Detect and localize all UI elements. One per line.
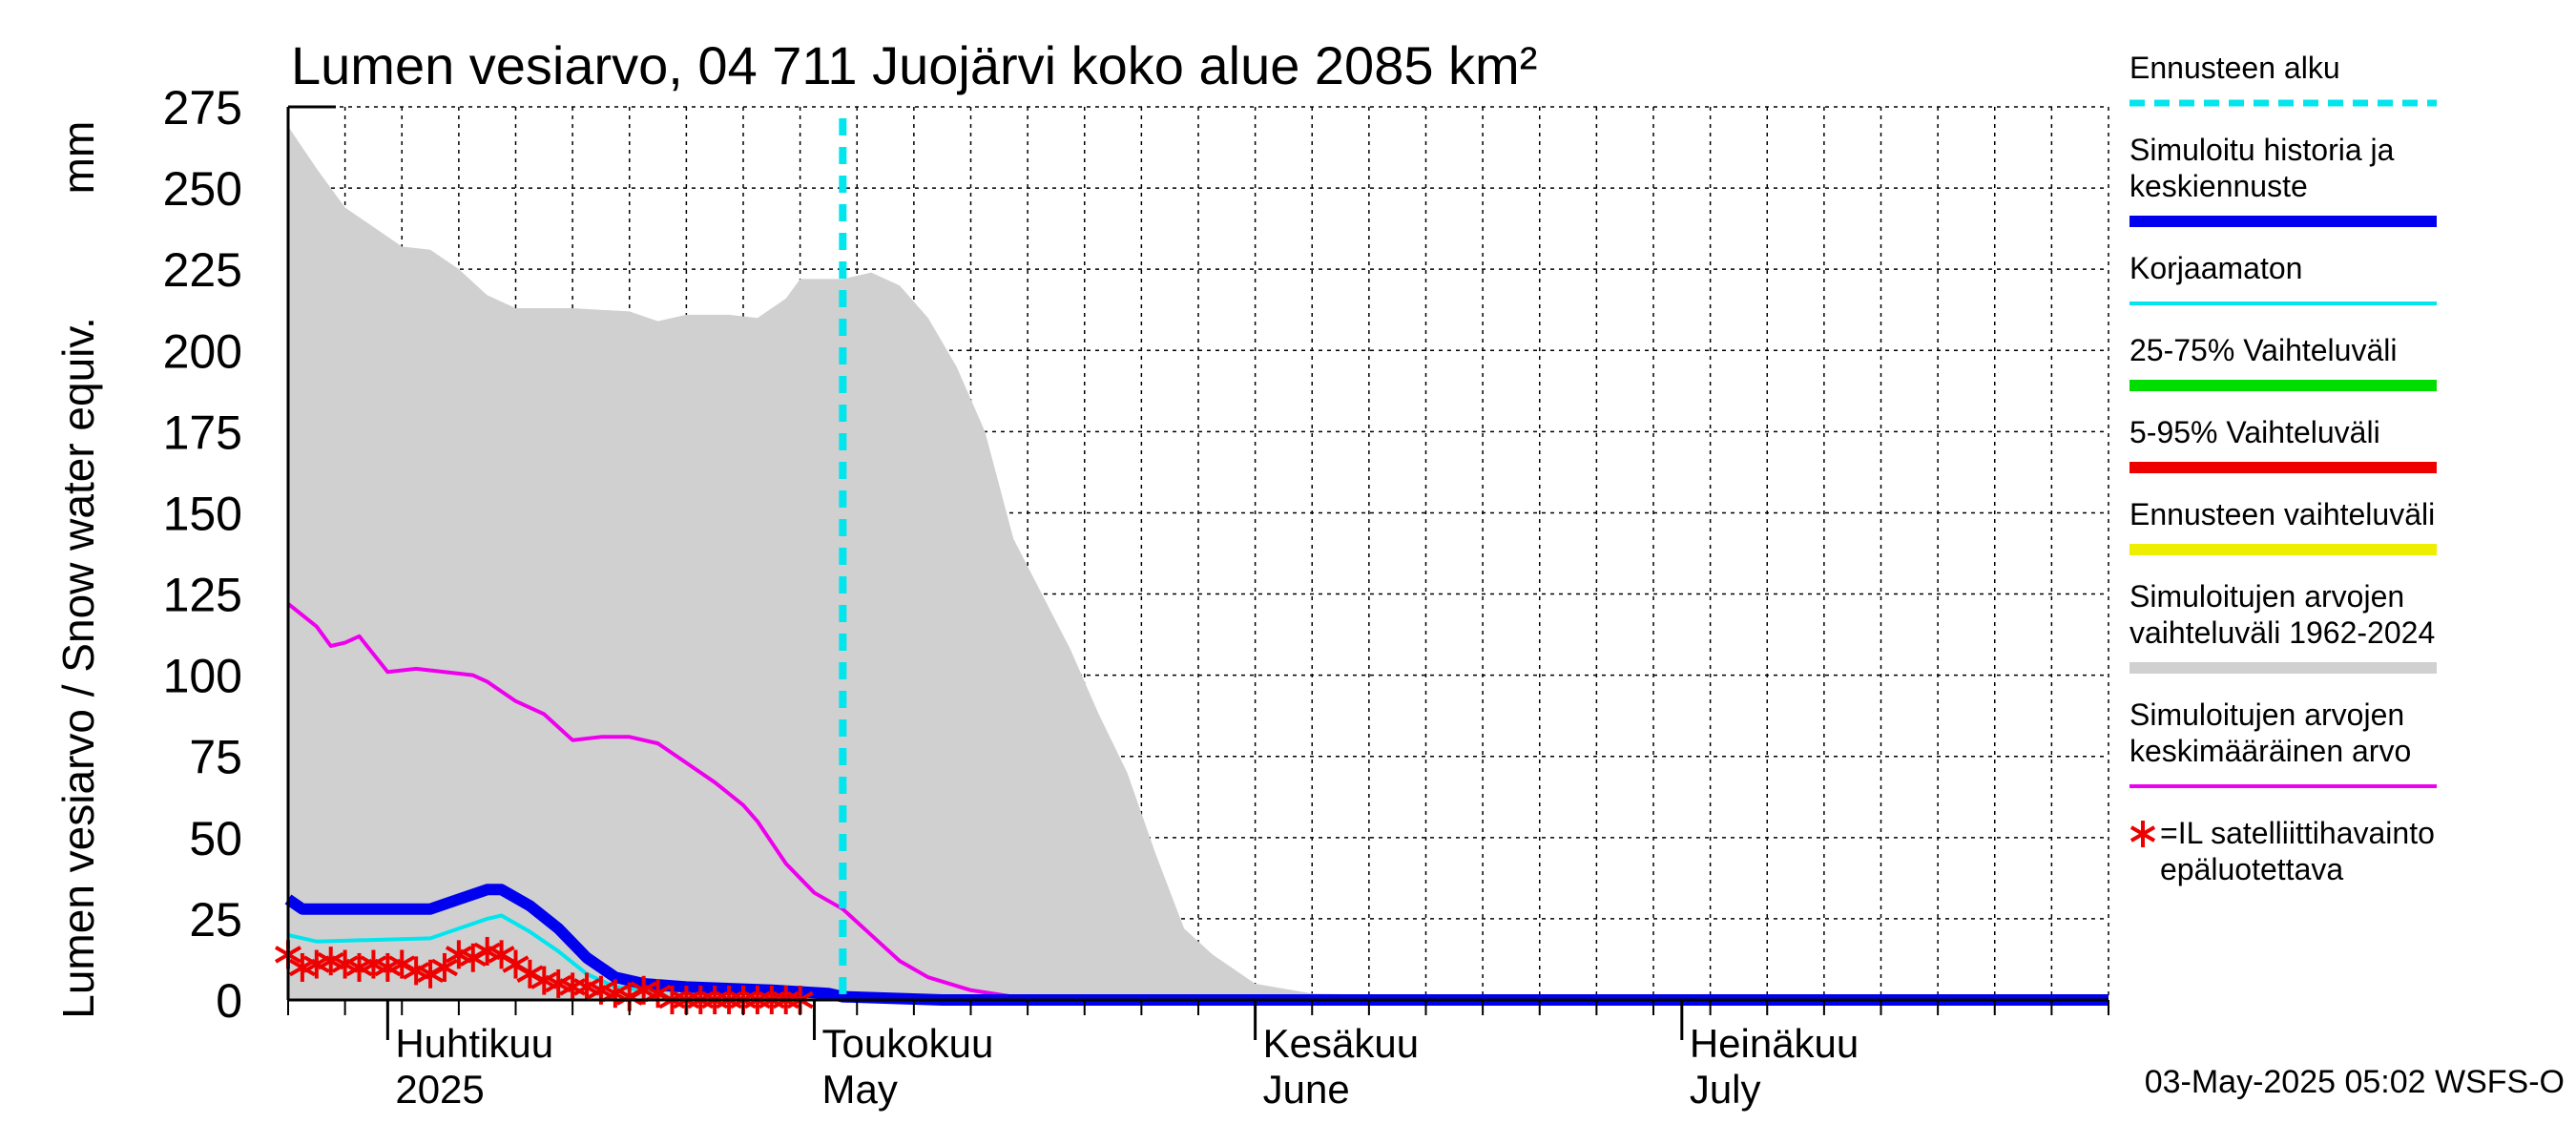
star-stroke	[644, 984, 672, 1003]
star-stroke	[2129, 825, 2156, 843]
y-tick-label: 175	[163, 406, 242, 459]
legend-label: Simuloitujen arvojen	[2129, 697, 2404, 732]
star-stroke	[360, 955, 387, 973]
y-tick-label: 150	[163, 487, 242, 540]
star-stroke	[388, 955, 416, 973]
y-axis-unit: mm	[53, 121, 103, 195]
range-band	[288, 126, 2109, 1000]
star-stroke	[516, 965, 544, 984]
y-tick-label: 225	[163, 243, 242, 297]
y-tick-label: 25	[189, 893, 242, 947]
month-label: Huhtikuu	[395, 1021, 553, 1066]
y-tick-label: 0	[216, 974, 242, 1028]
satellite-observation-marker	[2129, 821, 2156, 847]
y-tick-label: 50	[189, 812, 242, 865]
legend-item: Ennusteen alku	[2129, 51, 2437, 107]
y-tick-label: 75	[189, 731, 242, 784]
y-tick-label: 250	[163, 162, 242, 216]
star-stroke	[545, 974, 572, 993]
star-stroke	[473, 942, 501, 961]
legend-label: =IL satelliittihavainto	[2160, 816, 2435, 850]
month-label: Heinäkuu	[1690, 1021, 1859, 1066]
star-stroke	[530, 971, 558, 989]
legend-label: Simuloitu historia ja	[2129, 133, 2395, 167]
star-stroke	[502, 955, 530, 973]
legend-item: 25-75% Vaihteluväli	[2129, 333, 2437, 391]
series-line	[284, 884, 2109, 1006]
star-stroke	[331, 955, 359, 973]
y-axis: 0 25 50 75 100 125 150 175 200 225 250 275	[163, 81, 336, 1028]
footer-timestamp: 03-May-2025 05:02 WSFS-O	[2145, 1064, 2565, 1100]
legend-item: Korjaamaton	[2129, 251, 2437, 305]
y-tick-label: 125	[163, 569, 242, 622]
month-sublabel: 2025	[395, 1067, 484, 1112]
series-line	[286, 602, 2109, 1002]
star-stroke	[430, 958, 458, 977]
legend-label: keskimääräinen arvo	[2129, 734, 2411, 768]
legend-label: keskiennuste	[2129, 169, 2308, 203]
star-stroke	[403, 962, 430, 980]
y-tick-label: 200	[163, 324, 242, 378]
chart-title: Lumen vesiarvo, 04 711 Juojärvi koko alu…	[291, 35, 1537, 95]
legend-item: 5-95% Vaihteluväli	[2129, 415, 2437, 473]
plot-area	[275, 106, 2109, 1014]
legend-label: epäluotettava	[2160, 852, 2343, 886]
month-sublabel: June	[1263, 1067, 1350, 1112]
month-label: Kesäkuu	[1263, 1021, 1419, 1066]
star-stroke	[587, 981, 614, 1000]
legend-label: Ennusteen vaihteluväli	[2129, 497, 2435, 531]
month-sublabel: July	[1690, 1067, 1761, 1112]
y-axis-label: Lumen vesiarvo / Snow water equiv.	[53, 317, 103, 1019]
legend-item: Ennusteen vaihteluväli	[2129, 497, 2437, 555]
star-stroke	[630, 981, 657, 1000]
legend-label: Korjaamaton	[2129, 251, 2302, 285]
month-sublabel: May	[822, 1067, 898, 1112]
star-stroke	[317, 951, 344, 970]
star-stroke	[573, 978, 601, 996]
y-tick-label: 275	[163, 81, 242, 135]
star-stroke	[488, 946, 515, 964]
month-label: Toukokuu	[822, 1021, 994, 1066]
star-stroke	[601, 984, 629, 1003]
legend-label: Ennusteen alku	[2129, 51, 2340, 85]
legend-label: Simuloitujen arvojen	[2129, 579, 2404, 614]
legend-label: vaihteluväli 1962-2024	[2129, 615, 2435, 650]
star-stroke	[445, 946, 472, 964]
legend-label: 25-75% Vaihteluväli	[2129, 333, 2397, 367]
satellite-observation-marker	[430, 952, 458, 982]
y-tick-label: 100	[163, 650, 242, 703]
legend-label: 5-95% Vaihteluväli	[2129, 415, 2380, 449]
